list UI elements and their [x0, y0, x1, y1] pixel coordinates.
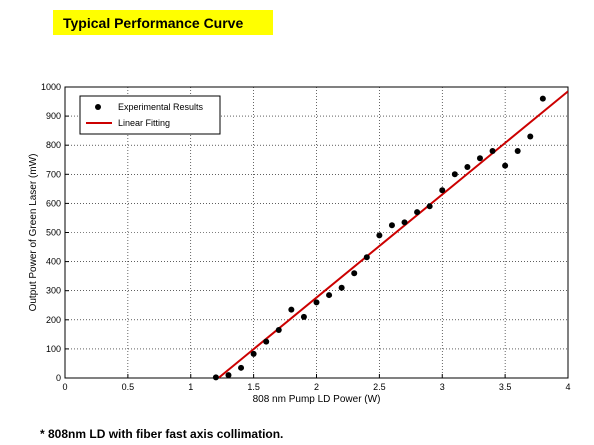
performance-chart: 0 0.5 1 1.5 2 2.5 3 3.5 4 0 100 200 300 400 500 600 700 8…: [28, 82, 571, 405]
y-axis-label: Output Power of Green Laser (mW): [28, 154, 39, 312]
y-tick-label: 300: [46, 286, 61, 296]
data-point: [464, 164, 471, 171]
x-tick-label: 3: [440, 382, 445, 392]
title-banner: Typical Performance Curve: [53, 10, 273, 35]
x-tick-label: 2.5: [373, 382, 386, 392]
y-tick-label: 1000: [41, 82, 61, 92]
data-point: [212, 374, 219, 381]
data-point: [539, 95, 546, 102]
y-tick-label: 600: [46, 198, 61, 208]
data-point: [363, 254, 370, 261]
x-tick-label: 3.5: [499, 382, 512, 392]
data-point: [238, 364, 245, 371]
data-point: [414, 209, 421, 216]
data-point: [313, 299, 320, 306]
y-tick-label: 800: [46, 140, 61, 150]
data-point: [489, 148, 496, 155]
data-point: [338, 284, 345, 291]
legend-marker-points: [95, 104, 101, 110]
data-point: [288, 306, 295, 313]
y-tick-label: 500: [46, 228, 61, 238]
legend: Experimental Results Linear Fitting: [79, 95, 221, 135]
data-point: [476, 155, 483, 162]
legend-label: Experimental Results: [118, 102, 204, 112]
data-point: [527, 133, 534, 140]
x-tick-label: 2: [314, 382, 319, 392]
data-point: [401, 219, 408, 226]
grid: [65, 87, 568, 378]
data-point: [300, 313, 307, 320]
legend-label: Linear Fitting: [118, 118, 170, 128]
data-point: [250, 350, 257, 357]
data-point: [275, 326, 282, 333]
x-tick-label: 0: [62, 382, 67, 392]
plot-frame: [64, 86, 569, 379]
y-tick-label: 100: [46, 344, 61, 354]
x-tick-label: 4: [565, 382, 570, 392]
data-point: [326, 292, 333, 299]
y-tick-label: 900: [46, 111, 61, 121]
data-point: [388, 222, 395, 229]
legend-box: [79, 95, 221, 135]
data-point: [376, 232, 383, 239]
x-tick-label: 0.5: [122, 382, 135, 392]
y-tick-label: 0: [56, 373, 61, 383]
footnote: * 808nm LD with fiber fast axis collimat…: [40, 427, 284, 441]
x-tick-label: 1.5: [247, 382, 260, 392]
data-point: [426, 203, 433, 210]
page-title: Typical Performance Curve: [63, 14, 244, 31]
tick-labels: 0 0.5 1 1.5 2 2.5 3 3.5 4 0 100 200 300 400 500 600 700 8…: [41, 82, 571, 392]
data-point: [451, 171, 458, 178]
data-point: [514, 148, 521, 155]
axes: [64, 86, 569, 379]
data-point: [263, 338, 270, 345]
y-tick-label: 700: [46, 169, 61, 179]
x-tick-label: 1: [188, 382, 193, 392]
data-point: [225, 372, 232, 379]
series: [212, 90, 568, 381]
y-tick-label: 200: [46, 315, 61, 325]
y-tick-label: 400: [46, 257, 61, 267]
data-point: [351, 270, 358, 277]
data-point: [502, 162, 509, 169]
data-point: [439, 187, 446, 194]
x-axis-label: 808 nm Pump LD Power (W): [253, 394, 381, 405]
fit-line: [217, 90, 568, 378]
